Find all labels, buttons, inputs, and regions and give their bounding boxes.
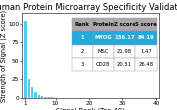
Title: Human Protein Microarray Specificity Validation: Human Protein Microarray Specificity Val… xyxy=(0,3,177,12)
Bar xyxy=(51,97,53,98)
Bar xyxy=(41,96,43,98)
Bar xyxy=(31,87,33,98)
Bar xyxy=(48,97,50,98)
Bar xyxy=(34,92,37,98)
Y-axis label: Strength of Signal (Z score): Strength of Signal (Z score) xyxy=(0,9,7,102)
Bar xyxy=(28,79,30,98)
X-axis label: Signal Rank (Top 40): Signal Rank (Top 40) xyxy=(56,107,125,110)
Bar xyxy=(44,97,47,98)
Bar xyxy=(24,21,27,98)
Bar xyxy=(38,95,40,98)
